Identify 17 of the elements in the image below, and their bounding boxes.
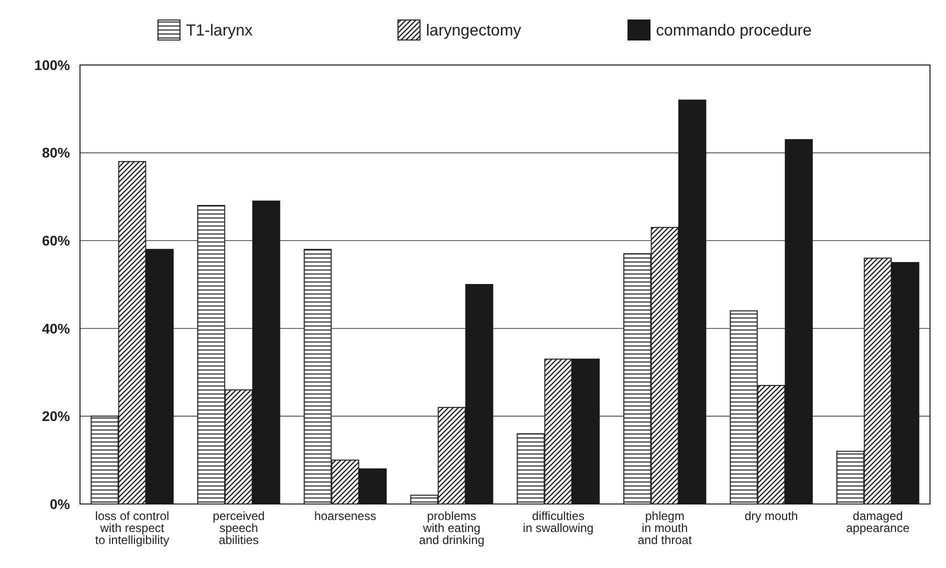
x-tick-label: perceived speech abilities bbox=[212, 509, 265, 547]
x-tick-label: damaged appearance bbox=[846, 509, 910, 535]
x-tick-label: difficulties in swallowing bbox=[522, 509, 594, 535]
x-tick-label: hoarseness bbox=[314, 509, 376, 523]
x-tick-label: problems with eating and drinking bbox=[419, 509, 484, 547]
legend-label: laryngectomy bbox=[426, 22, 522, 40]
x-tick-label: dry mouth bbox=[744, 509, 798, 523]
y-tick-label: 20% bbox=[42, 408, 71, 424]
y-tick-label: 100% bbox=[34, 56, 71, 73]
y-tick-label: 60% bbox=[42, 232, 71, 248]
y-tick-label: 80% bbox=[42, 144, 71, 161]
x-tick-label: phlegm in mouth and throat bbox=[638, 509, 692, 547]
y-tick-label: 0% bbox=[50, 496, 71, 512]
x-tick-label: loss of control with respect to intelligibility bbox=[95, 509, 170, 547]
y-tick-label: 40% bbox=[42, 320, 71, 336]
legend-label: T1-larynx bbox=[186, 22, 253, 40]
legend-label: commando procedure bbox=[656, 22, 812, 40]
